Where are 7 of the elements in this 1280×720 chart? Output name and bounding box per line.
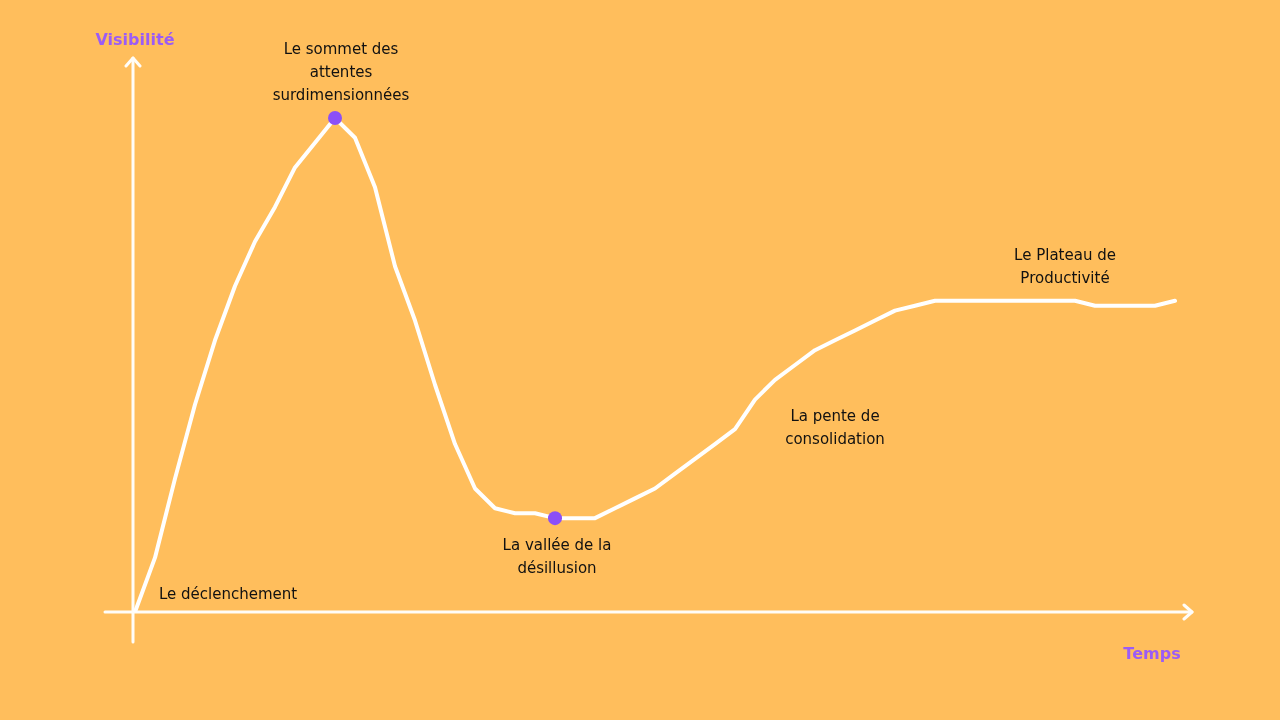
annotation: La pente de consolidation bbox=[785, 407, 885, 448]
y-axis-title: Visibilité bbox=[95, 30, 175, 49]
annotation: Le Plateau de Productivité bbox=[1014, 246, 1116, 287]
annotation: Le sommet des attentes surdimensionnées bbox=[272, 40, 410, 104]
annotation: Le déclenchement bbox=[159, 585, 298, 603]
x-axis-title: Temps bbox=[1123, 644, 1181, 663]
annotation: La vallée de la désillusion bbox=[502, 536, 612, 577]
